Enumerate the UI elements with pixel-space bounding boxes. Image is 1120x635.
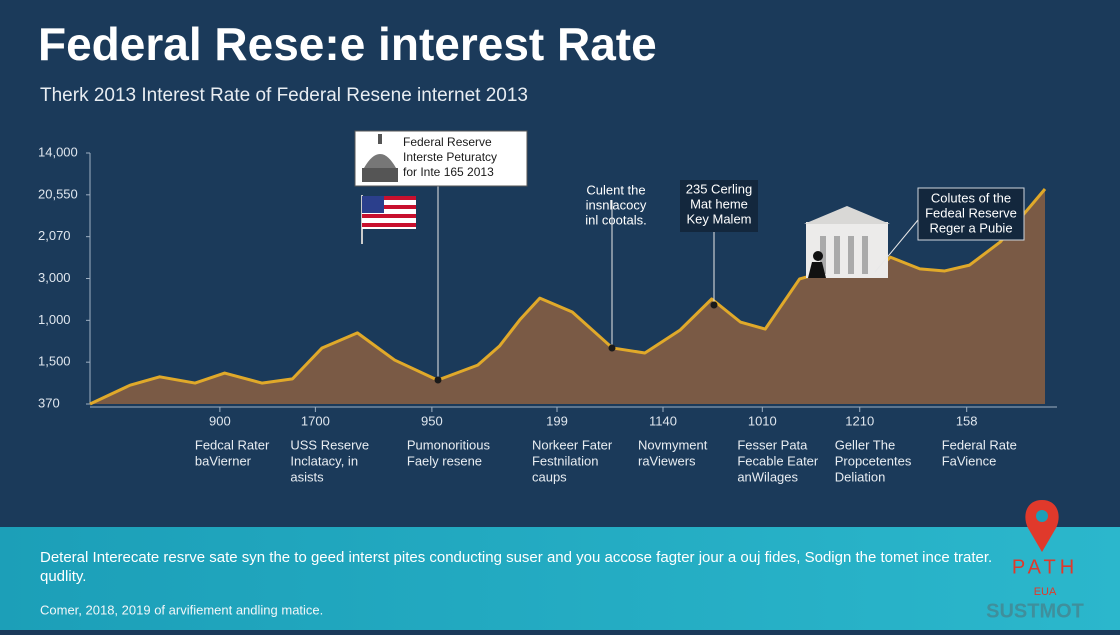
annotation: insnlacocy bbox=[586, 197, 647, 212]
annotation: inl cootals. bbox=[585, 212, 646, 227]
annotation: Key Malem bbox=[686, 211, 751, 226]
capitol-icon bbox=[362, 134, 398, 182]
x-description: Fesser Pata bbox=[737, 437, 808, 452]
annotation: for Inte 165 2013 bbox=[403, 165, 494, 179]
x-description: caups bbox=[532, 469, 567, 484]
x-description: FaVience bbox=[942, 453, 997, 468]
logo: PATH EUA SUSTMOT bbox=[986, 500, 1084, 622]
x-description: Festnilation bbox=[532, 453, 598, 468]
x-description: baVierner bbox=[195, 453, 252, 468]
footer-note: Comer, 2018, 2019 of arvifiement andling… bbox=[40, 602, 323, 617]
y-tick-label: 1,000 bbox=[38, 312, 71, 327]
x-tick-label: 199 bbox=[546, 413, 568, 428]
callout-box bbox=[680, 180, 758, 232]
plot-area: 370 1,500 1,000 3,000 2,070 20,550 14,000 900 Fe… bbox=[38, 144, 1057, 484]
logo-pin-hole bbox=[1036, 510, 1048, 522]
annotation: Reger a Pubie bbox=[929, 220, 1012, 235]
callout-dot bbox=[710, 301, 718, 309]
logo-main: PATH bbox=[1012, 556, 1078, 578]
x-description: Novmyment bbox=[638, 437, 708, 452]
annotation: 235 Cerling bbox=[686, 181, 753, 196]
x-tick-label: 1140 bbox=[649, 413, 677, 428]
area bbox=[90, 188, 1045, 404]
logo-bottom: SUSTMOT bbox=[986, 600, 1084, 622]
y-tick-label: 2,070 bbox=[38, 228, 71, 243]
x-description: Deliation bbox=[835, 469, 886, 484]
x-tick-label: 950 bbox=[421, 413, 443, 428]
callout-connector bbox=[874, 219, 919, 273]
y-tick-label: 1,500 bbox=[38, 354, 71, 369]
chart-title: Federal Rese:e interest Rate bbox=[38, 18, 657, 70]
annotation: Interste Peturatcy bbox=[403, 150, 497, 164]
y-tick-label: 3,000 bbox=[38, 270, 71, 285]
x-description: Norkeer Fater bbox=[532, 437, 613, 452]
logo-pin bbox=[1025, 500, 1059, 552]
x-description: USS Reserve bbox=[290, 437, 369, 452]
x-description: Federal Rate bbox=[942, 437, 1017, 452]
line bbox=[89, 188, 1047, 406]
x-description: anWilages bbox=[737, 469, 798, 484]
annotation: Colutes of the bbox=[931, 190, 1011, 205]
x-tick-label: 1700 bbox=[301, 413, 330, 428]
y-tick-label: 20,550 bbox=[38, 186, 78, 201]
callout-dot bbox=[434, 376, 442, 384]
x-tick-label: 900 bbox=[209, 413, 231, 428]
chart-subtitle: Therk 2013 Interest Rate of Federal Rese… bbox=[40, 85, 528, 106]
annotation: Federal Reserve bbox=[403, 135, 492, 149]
x-description: Propcetentes bbox=[835, 453, 912, 468]
x-description: Fedcal Rater bbox=[195, 437, 270, 452]
footer-banner bbox=[0, 527, 1120, 630]
footer-text: Deteral Interecate resrve sate syn the t… bbox=[40, 549, 992, 566]
annotation: Fedeal Reserve bbox=[925, 205, 1017, 220]
callout-dot bbox=[608, 344, 616, 352]
building-icon bbox=[804, 206, 890, 278]
x-description: Inclatacy, in bbox=[290, 453, 358, 468]
callout-box bbox=[917, 187, 1025, 241]
x-description: Geller The bbox=[835, 437, 895, 452]
annotation: Culent the bbox=[586, 182, 645, 197]
x-description: raViewers bbox=[638, 453, 696, 468]
x-tick-label: 1210 bbox=[845, 413, 874, 428]
x-tick-label: 1010 bbox=[748, 413, 777, 428]
x-description: Pumonoritious bbox=[407, 437, 491, 452]
x-tick-label: 158 bbox=[956, 413, 978, 428]
y-tick-label: 14,000 bbox=[38, 144, 78, 159]
x-description: Faely resene bbox=[407, 453, 482, 468]
logo-sub: EUA bbox=[1034, 586, 1057, 598]
annotation: Mat heme bbox=[690, 196, 748, 211]
x-description: asists bbox=[290, 469, 324, 484]
flag-icon bbox=[361, 195, 416, 244]
x-description: Fecable Eater bbox=[737, 453, 819, 468]
y-tick-label: 370 bbox=[38, 395, 60, 410]
footer-text: qudlity. bbox=[40, 568, 86, 585]
